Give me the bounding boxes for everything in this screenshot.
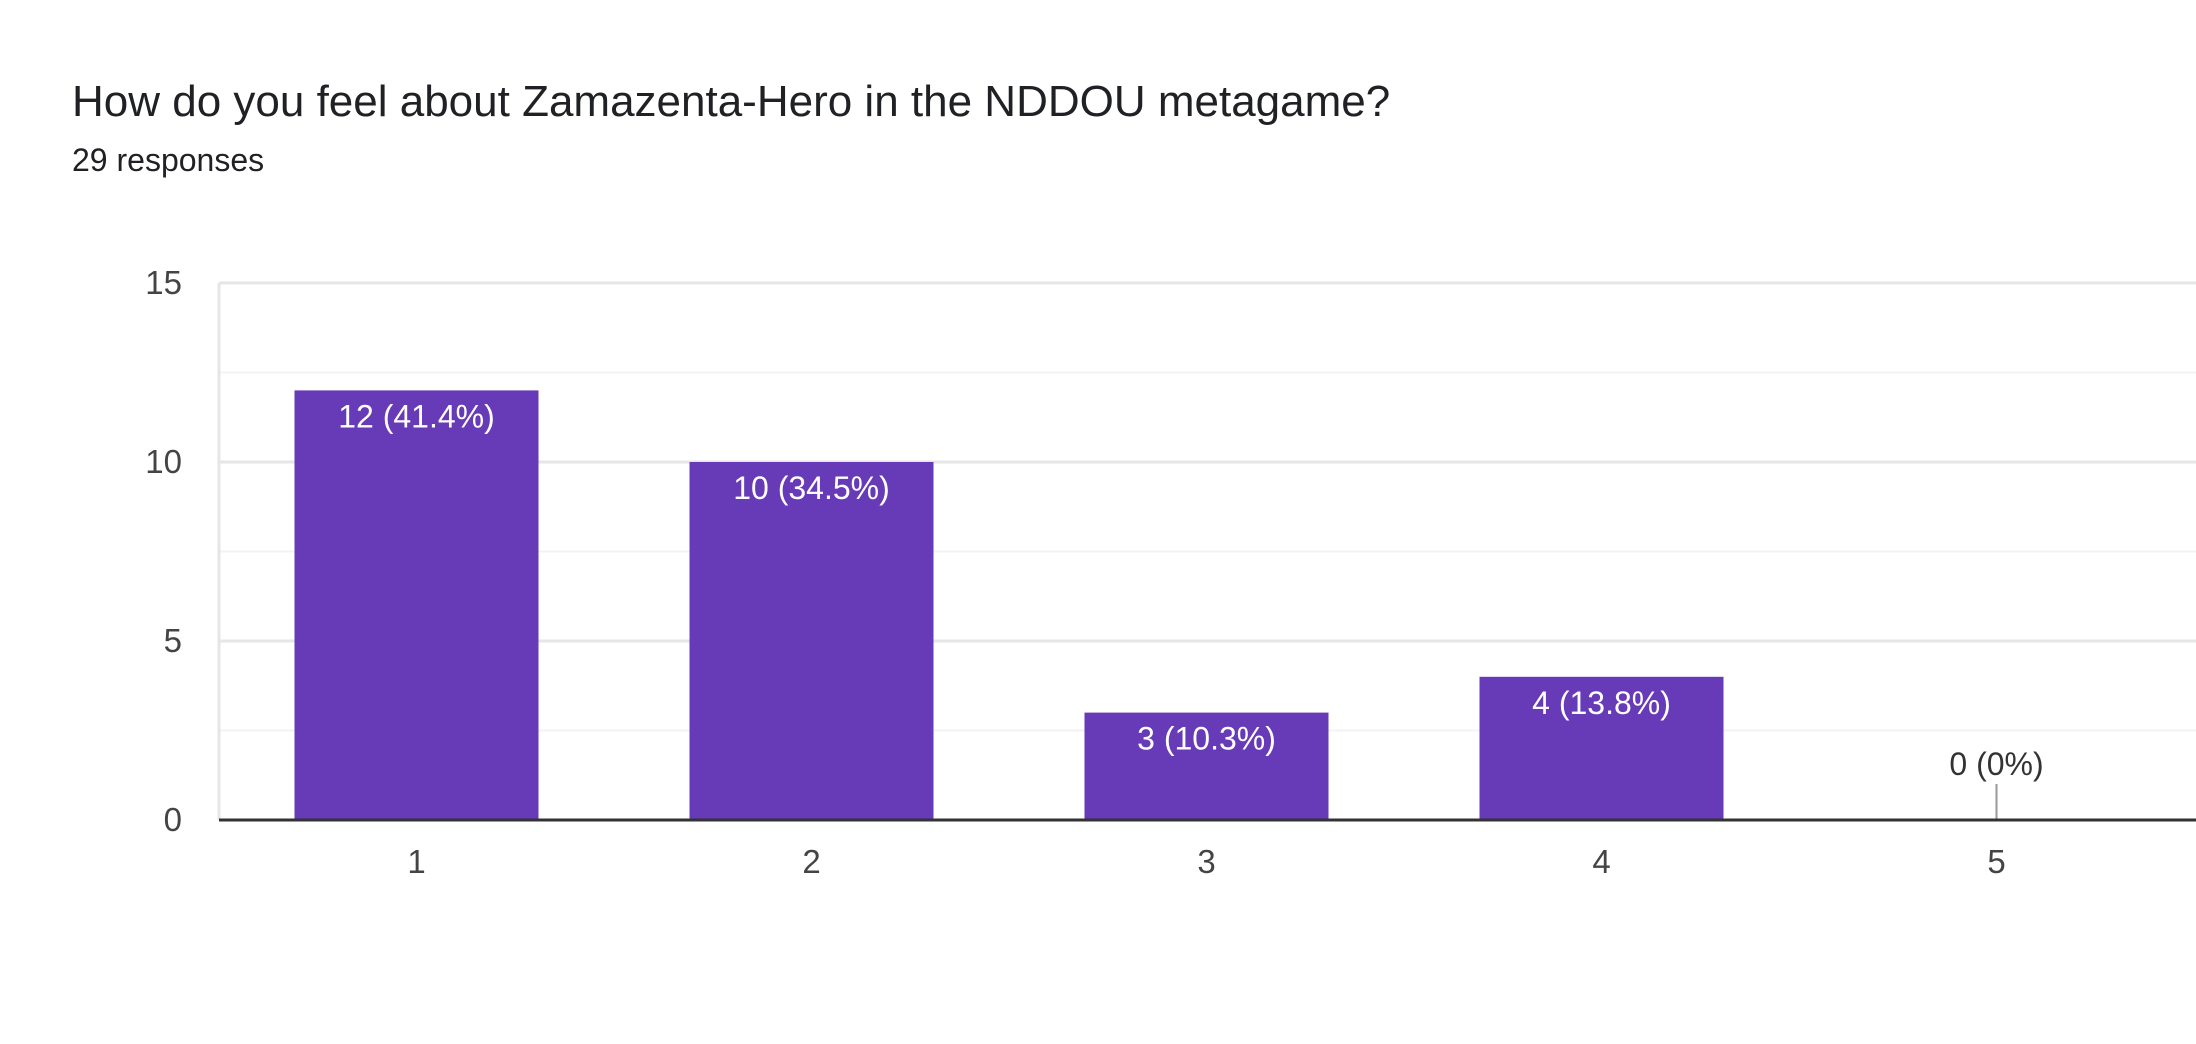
x-tick-label: 3 xyxy=(1197,843,1215,880)
data-label: 4 (13.8%) xyxy=(1532,685,1671,721)
y-tick-label: 15 xyxy=(145,264,182,301)
x-tick-label: 1 xyxy=(407,843,425,880)
bar xyxy=(294,390,539,820)
data-label: 10 (34.5%) xyxy=(733,470,890,506)
data-label: 3 (10.3%) xyxy=(1137,721,1276,757)
question-title: How do you feel about Zamazenta-Hero in … xyxy=(72,77,1391,126)
y-tick-label: 0 xyxy=(164,801,182,838)
data-label: 0 (0%) xyxy=(1949,746,2043,782)
bar xyxy=(689,462,934,820)
y-tick-label: 10 xyxy=(145,443,182,480)
x-tick-label: 2 xyxy=(802,843,820,880)
bar xyxy=(1479,676,1724,820)
data-label: 12 (41.4%) xyxy=(338,398,495,434)
x-tick-label: 5 xyxy=(1987,843,2005,880)
bar xyxy=(1084,712,1329,820)
question-header: How do you feel about Zamazenta-Hero in … xyxy=(72,72,1390,180)
y-tick-label: 5 xyxy=(164,622,182,659)
response-count: 29 responses xyxy=(72,142,265,178)
x-tick-label: 4 xyxy=(1592,843,1610,880)
